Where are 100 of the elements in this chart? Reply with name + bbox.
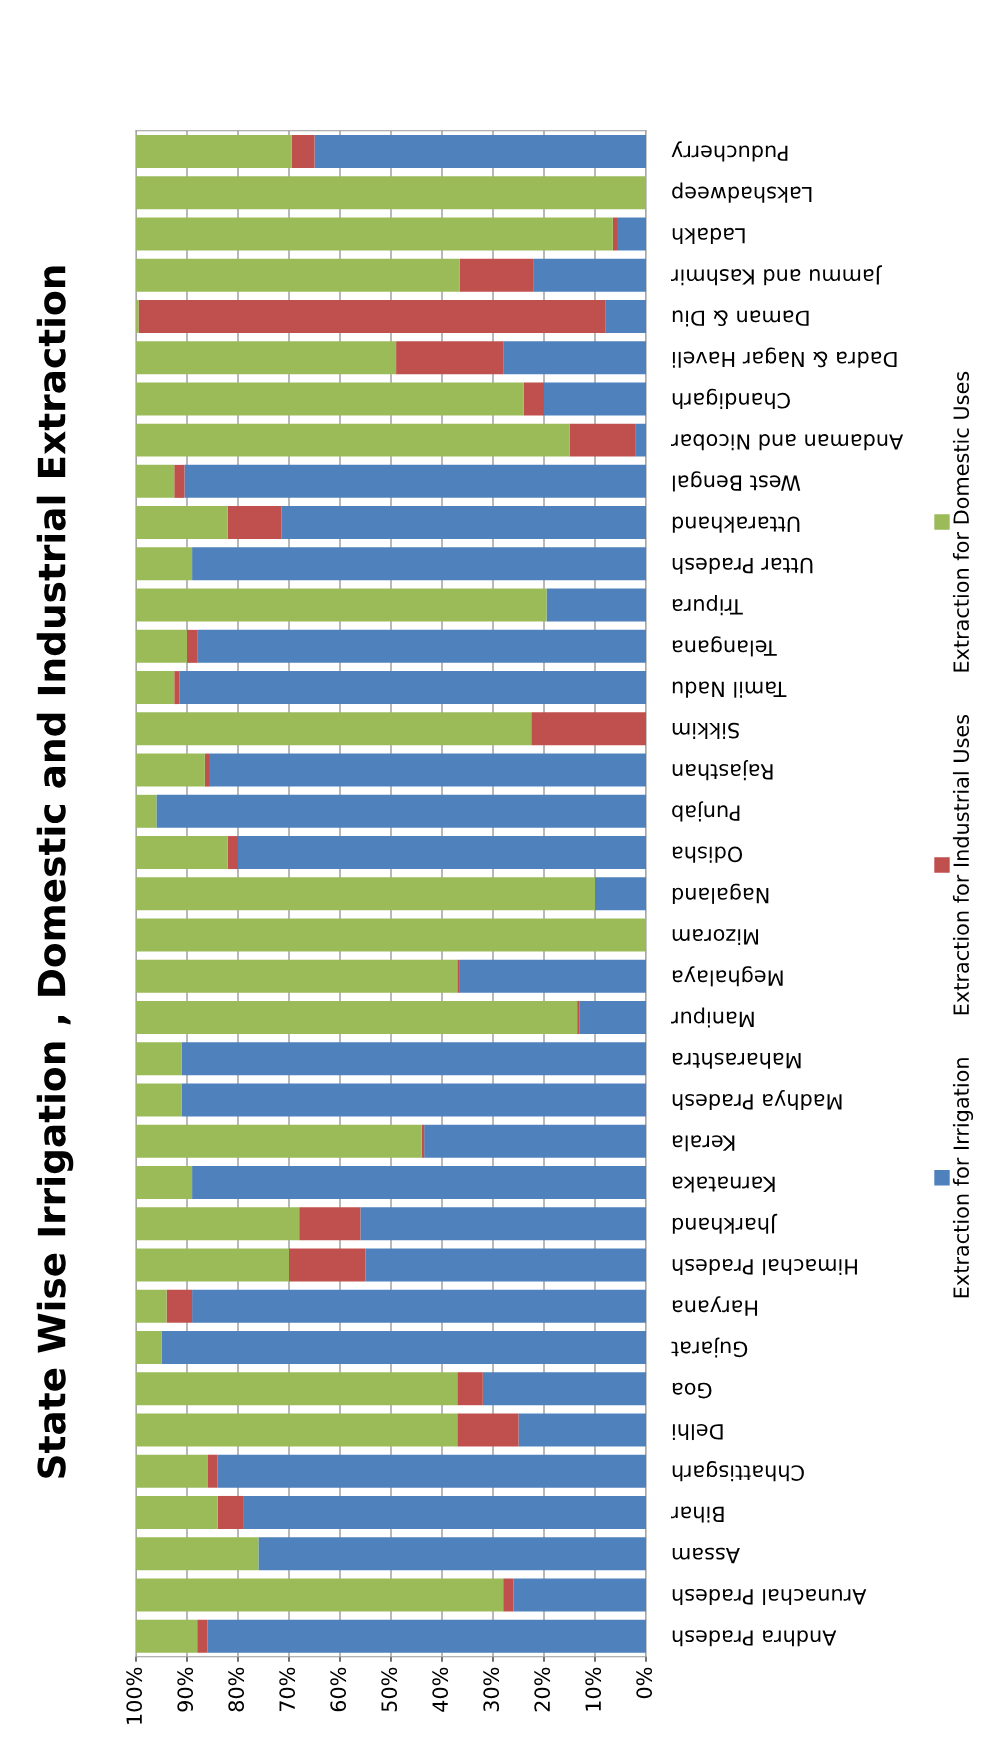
bar [299,1207,361,1241]
x-tick-label: 50% [381,1667,398,1712]
x-tick-label: 90% [177,1667,194,1712]
bar [136,629,187,663]
bar [136,877,595,911]
y-tick-label: Maharashtra [672,1052,801,1069]
bar [457,959,460,993]
bar [605,299,646,333]
bar [184,464,646,498]
y-tick-label: Uttarakhand [672,516,800,533]
y-tick-label: Assam [672,1547,740,1564]
x-tick-label: 100% [126,1667,143,1724]
bar [197,1619,208,1653]
y-tick-label: Arunachal Pradesh [672,1588,867,1606]
bar [518,1413,646,1447]
bar [243,1495,646,1529]
bar [136,1578,504,1612]
bar [181,1083,646,1117]
y-tick-label: Uttar Pradesh [672,557,813,574]
bar [136,1042,182,1076]
bar [503,1578,514,1612]
y-tick-label: Himachal Pradesh [672,1258,857,1276]
y-tick-label: Nagaland [672,883,769,904]
bar [136,506,228,540]
bar [136,753,205,787]
bar [314,134,646,168]
x-tick-label: 30% [483,1667,500,1712]
bar [577,1001,580,1035]
bar [136,671,175,705]
bar [289,1248,366,1282]
bar [579,1001,646,1035]
bar [238,836,646,870]
x-tick-label: 70% [279,1667,296,1712]
y-tick-label: Ladakh [672,227,745,244]
y-tick-label: Andaman and Nicobar [671,434,904,451]
bar [179,671,646,705]
y-tick-label: Punjab [672,801,740,822]
y-tick-label: Telangana [672,636,777,657]
bar [136,341,397,375]
bar [136,1289,167,1323]
bar [136,464,175,498]
y-tick-label: Meghalaya [672,966,783,987]
bar [187,629,198,663]
bar [546,588,646,622]
bar [181,1042,646,1076]
bar [136,918,646,952]
bar [192,1166,646,1199]
bar [166,1289,193,1323]
bar [365,1248,646,1282]
bar [136,1619,198,1653]
bar [161,1330,646,1364]
bar [457,1372,483,1406]
y-tick-label: Chhattisgarh [672,1461,804,1482]
y-tick-label: Goa [672,1382,712,1399]
bar [523,382,544,416]
x-tick-label: 10% [585,1667,602,1711]
y-tick-label: Puducherry [671,141,788,162]
bar [136,1413,458,1447]
bar [136,794,157,828]
bar [136,382,524,416]
y-tick-label: Delhi [672,1423,723,1441]
bar [136,1248,289,1282]
y-tick-label: Haryana [672,1296,758,1316]
bar [136,258,460,292]
bar [174,671,180,705]
x-tick-label: 20% [534,1667,551,1712]
bar [136,299,139,333]
bar [209,753,646,787]
bar [459,258,534,292]
y-tick-label: Andhra Pradesh [672,1630,837,1647]
bar [360,1207,646,1241]
bar [612,217,618,251]
y-tick-label: West Bengal [672,471,801,492]
bar [136,1001,578,1035]
text: State Wise Irrigation , Domestic and Industrial Extraction [36,266,74,1478]
y-tick-label: Mizoram [672,929,759,946]
bar [217,1454,646,1488]
bar [533,258,646,292]
y-tick-label: Tripura [672,595,743,616]
bar [291,134,315,168]
bar [136,547,193,581]
bar [136,1083,182,1117]
y-tick-label: Manipur [671,1007,754,1028]
x-tick-label: 80% [228,1667,245,1712]
bar [156,794,646,828]
y-tick-label: Bihar [671,1506,724,1523]
y-tick-label: Tamil Nadu [672,681,787,698]
bar [136,1124,422,1158]
bar [207,1619,646,1653]
y-tick-label: Jammu and Kashmir [670,265,882,286]
y-tick-label: Daman & Diu [672,310,809,327]
x-tick-label: 60% [330,1667,347,1712]
y-tick-label: Sikkim [672,722,739,739]
bar [136,134,292,168]
bar [227,836,238,870]
y-tick-label: Jharkhand [672,1213,778,1234]
bar [136,423,570,457]
bar [544,382,646,416]
bar [136,176,646,210]
bar [531,712,646,746]
